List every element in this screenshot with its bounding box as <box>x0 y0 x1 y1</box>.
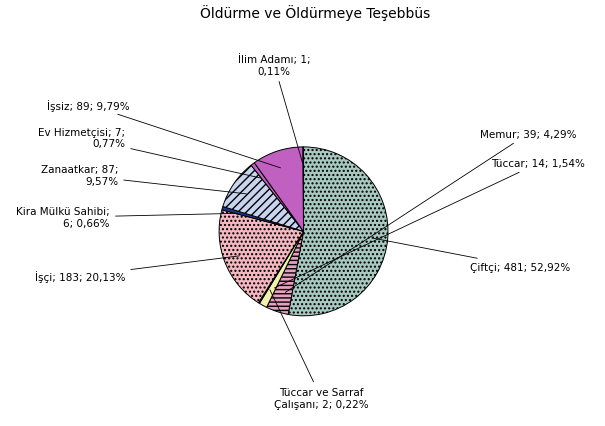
Wedge shape <box>254 147 304 232</box>
Text: Tüccar ve Sarraf
Çalışanı; 2; 0,22%: Tüccar ve Sarraf Çalışanı; 2; 0,22% <box>270 290 368 409</box>
Wedge shape <box>219 210 304 303</box>
Text: Tüccar; 14; 1,54%: Tüccar; 14; 1,54% <box>275 159 585 288</box>
Wedge shape <box>251 163 304 232</box>
Text: Çiftçi; 481; 52,92%: Çiftçi; 481; 52,92% <box>372 239 571 272</box>
Text: İşçi; 183; 20,13%: İşçi; 183; 20,13% <box>34 256 240 282</box>
Text: İlim Adamı; 1;
0,11%: İlim Adamı; 1; 0,11% <box>238 55 310 164</box>
Wedge shape <box>223 166 304 232</box>
Text: Zanaatkar; 87;
9,57%: Zanaatkar; 87; 9,57% <box>41 165 246 194</box>
Text: Kira Mülkü Sahibi;
6; 0,66%: Kira Mülkü Sahibi; 6; 0,66% <box>16 207 237 229</box>
Wedge shape <box>288 147 388 316</box>
Wedge shape <box>267 232 304 315</box>
Wedge shape <box>260 232 304 308</box>
Wedge shape <box>222 207 304 232</box>
Wedge shape <box>258 232 304 304</box>
Title: Öldürme ve Öldürmeye Teşebbüs: Öldürme ve Öldürmeye Teşebbüs <box>200 5 430 20</box>
Text: Memur; 39; 4,29%: Memur; 39; 4,29% <box>286 130 576 293</box>
Text: Ev Hizmetçisi; 7;
0,77%: Ev Hizmetçisi; 7; 0,77% <box>38 127 261 179</box>
Text: İşsiz; 89; 9,79%: İşsiz; 89; 9,79% <box>47 100 281 168</box>
